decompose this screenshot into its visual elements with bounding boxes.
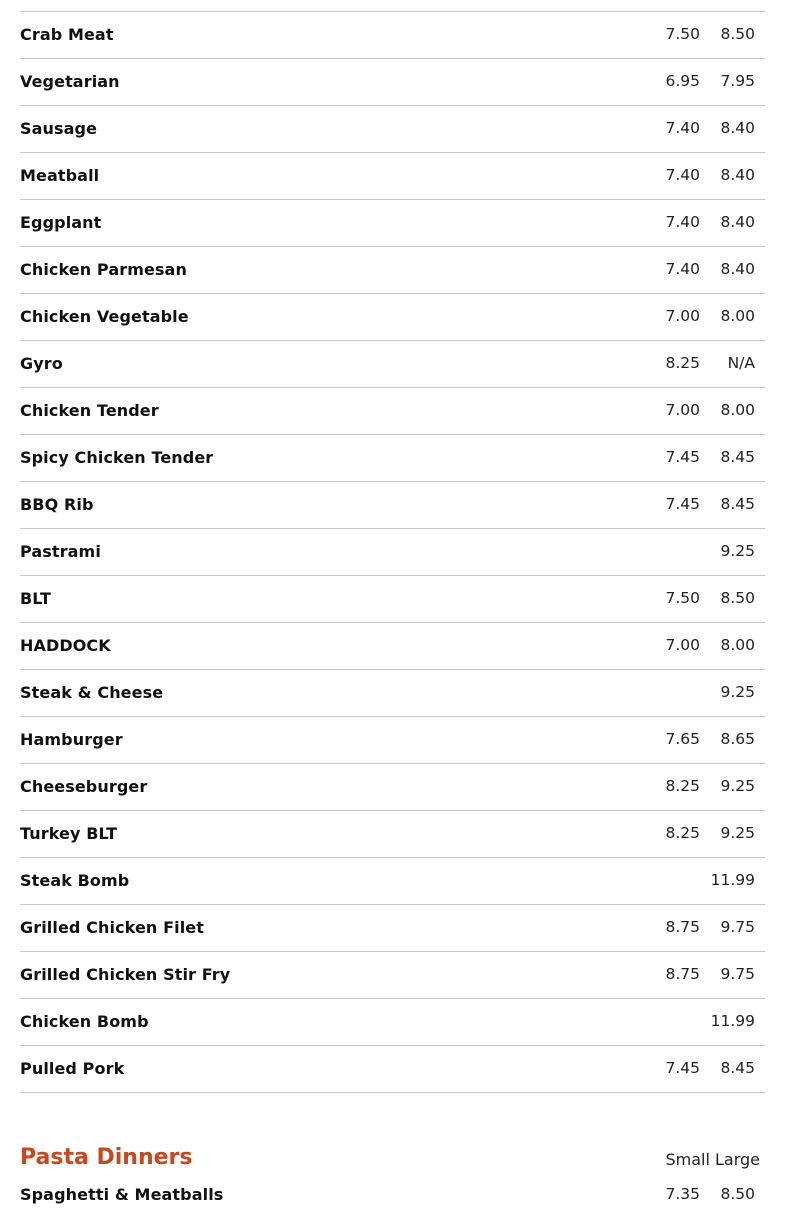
price-small: 7.40 — [665, 166, 700, 184]
menu-item: Pastrami 9.25 — [20, 529, 765, 576]
price-small: 8.25 — [665, 824, 700, 842]
item-name: Meatball — [20, 166, 100, 185]
price-large: 11.99 — [710, 871, 755, 889]
item-name: BBQ Rib — [20, 495, 94, 514]
menu-item: HADDOCK 7.00 8.00 — [20, 623, 765, 670]
price-large: 8.50 — [720, 589, 755, 607]
menu-item: Vegetarian 6.95 7.95 — [20, 59, 765, 106]
item-name: Vegetarian — [20, 72, 120, 91]
price-small: 7.40 — [665, 119, 700, 137]
price-small: 8.75 — [665, 918, 700, 936]
price-large: 8.40 — [720, 213, 755, 231]
menu-item: BBQ Rib 7.45 8.45 — [20, 482, 765, 529]
menu-item: Grilled Chicken Filet 8.75 9.75 — [20, 905, 765, 952]
item-name: Eggplant — [20, 213, 102, 232]
menu-item: Steak Bomb 11.99 — [20, 858, 765, 905]
item-name: Hamburger — [20, 730, 123, 749]
menu-item: Crab Meat 7.50 8.50 — [20, 12, 765, 59]
menu-item: Cheeseburger 8.25 9.25 — [20, 764, 765, 811]
price-small: 7.40 — [665, 213, 700, 231]
price-large: 9.75 — [720, 918, 755, 936]
price-large: N/A — [727, 354, 755, 372]
price-large: 8.45 — [720, 495, 755, 513]
price-small: 7.00 — [665, 401, 700, 419]
price-small: 7.45 — [665, 495, 700, 513]
price-small: 6.95 — [665, 72, 700, 90]
menu-item: Grilled Chicken Stir Fry 8.75 9.75 — [20, 952, 765, 999]
price-large: 8.50 — [720, 25, 755, 43]
price-large: 8.40 — [720, 166, 755, 184]
price-small: 7.50 — [665, 25, 700, 43]
menu-item: Steak & Cheese 9.25 — [20, 670, 765, 717]
price-small: 7.65 — [665, 730, 700, 748]
price-large: 9.25 — [720, 542, 755, 560]
price-small: 8.25 — [665, 777, 700, 795]
price-large: 9.25 — [720, 824, 755, 842]
item-name: Chicken Vegetable — [20, 307, 189, 326]
menu-item: Meatball 7.40 8.40 — [20, 153, 765, 200]
price-large: 8.65 — [720, 730, 755, 748]
menu-item: Chicken Tender 7.00 8.00 — [20, 388, 765, 435]
menu-item: Spaghetti & Meatballs 7.35 8.50 — [20, 1185, 765, 1215]
price-small: 7.50 — [665, 589, 700, 607]
item-name: Spaghetti & Meatballs — [20, 1185, 224, 1204]
size-column-header: Small Large — [665, 1150, 760, 1169]
item-name: Spicy Chicken Tender — [20, 448, 214, 467]
item-name: Cheeseburger — [20, 777, 148, 796]
price-large: 8.40 — [720, 119, 755, 137]
item-name: Chicken Bomb — [20, 1012, 149, 1031]
item-name: Turkey BLT — [20, 824, 118, 843]
price-large: 8.40 — [720, 260, 755, 278]
menu-item: Hamburger 7.65 8.65 — [20, 717, 765, 764]
menu-item: Chicken Parmesan 7.40 8.40 — [20, 247, 765, 294]
item-name: Gyro — [20, 354, 63, 373]
item-name: Steak & Cheese — [20, 683, 164, 702]
menu-item: BLT 7.50 8.50 — [20, 576, 765, 623]
item-name: HADDOCK — [20, 636, 111, 655]
item-name: Steak Bomb — [20, 871, 130, 890]
menu-item: Spicy Chicken Tender 7.45 8.45 — [20, 435, 765, 482]
section-title: Pasta Dinners — [20, 1145, 193, 1170]
menu-item: Sausage 7.40 8.40 — [20, 106, 765, 153]
price-large: 9.25 — [720, 683, 755, 701]
menu-item: Gyro 8.25 N/A — [20, 341, 765, 388]
price-large: 8.50 — [720, 1185, 755, 1203]
item-name: Sausage — [20, 119, 98, 138]
price-large: 9.25 — [720, 777, 755, 795]
menu-item: Chicken Vegetable 7.00 8.00 — [20, 294, 765, 341]
price-large: 9.75 — [720, 965, 755, 983]
price-large: 7.95 — [720, 72, 755, 90]
menu-item: Turkey BLT 8.25 9.25 — [20, 811, 765, 858]
item-name: Grilled Chicken Filet — [20, 918, 204, 937]
price-large: 11.99 — [710, 1012, 755, 1030]
price-small: 7.35 — [665, 1185, 700, 1203]
price-large: 8.00 — [720, 307, 755, 325]
item-name: BLT — [20, 589, 51, 608]
menu-item-list: Crab Meat 7.50 8.50 Vegetarian 6.95 7.95 Sausa… — [20, 11, 765, 1093]
item-name: Chicken Tender — [20, 401, 159, 420]
price-large: 8.00 — [720, 401, 755, 419]
price-small: 8.75 — [665, 965, 700, 983]
price-small: 7.45 — [665, 448, 700, 466]
item-name: Crab Meat — [20, 25, 114, 44]
price-small: 7.00 — [665, 636, 700, 654]
price-large: 8.45 — [720, 448, 755, 466]
price-small: 7.45 — [665, 1059, 700, 1077]
price-small: 7.00 — [665, 307, 700, 325]
menu-item: Pulled Pork 7.45 8.45 — [20, 1046, 765, 1093]
item-name: Pastrami — [20, 542, 101, 561]
price-large: 8.45 — [720, 1059, 755, 1077]
pasta-section-header: Pasta Dinners Small Large — [20, 1145, 765, 1175]
item-name: Pulled Pork — [20, 1059, 125, 1078]
menu-item: Chicken Bomb 11.99 — [20, 999, 765, 1046]
item-name: Grilled Chicken Stir Fry — [20, 965, 231, 984]
price-small: 7.40 — [665, 260, 700, 278]
price-small: 8.25 — [665, 354, 700, 372]
price-large: 8.00 — [720, 636, 755, 654]
menu-item: Eggplant 7.40 8.40 — [20, 200, 765, 247]
item-name: Chicken Parmesan — [20, 260, 187, 279]
